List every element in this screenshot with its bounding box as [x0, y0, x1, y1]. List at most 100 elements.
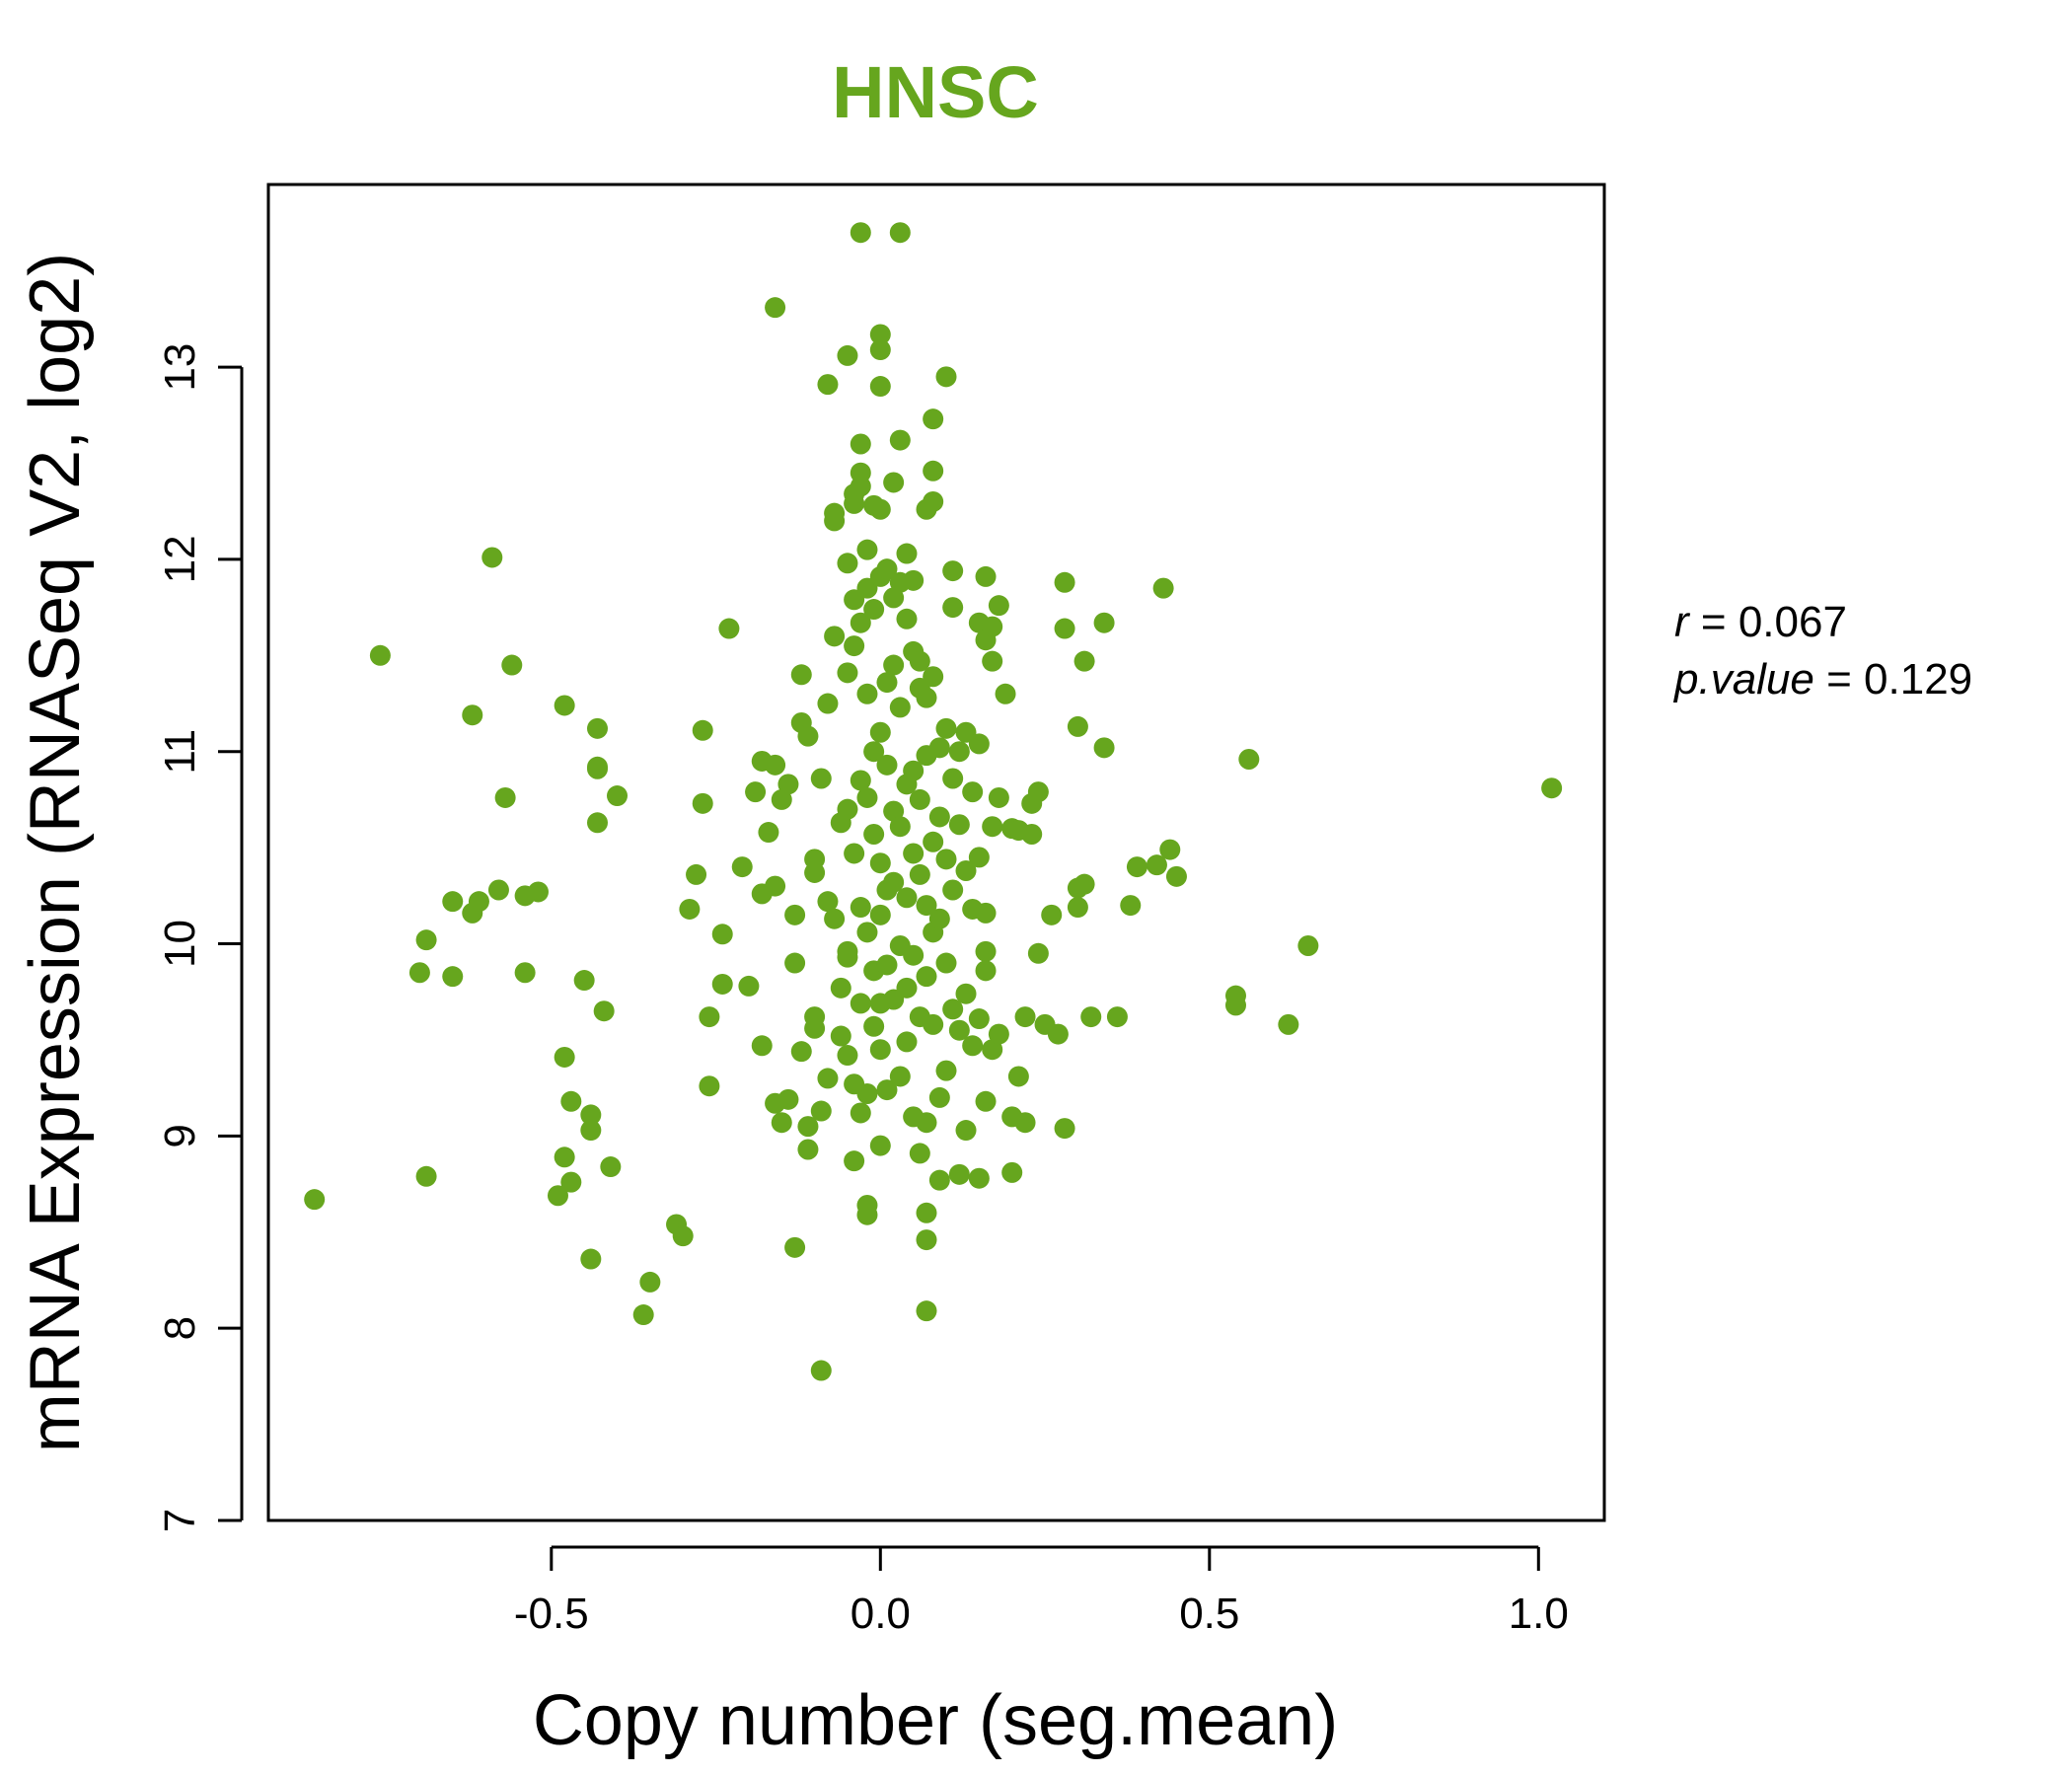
- y-tick-label: 11: [156, 729, 204, 775]
- r-stat: r = 0.067: [1674, 598, 1847, 646]
- data-point: [856, 922, 878, 943]
- data-point: [863, 823, 885, 845]
- data-point: [462, 704, 483, 726]
- data-point: [869, 498, 891, 520]
- x-tick-label: -0.5: [514, 1590, 589, 1638]
- y-tick-label: 12: [156, 535, 204, 583]
- data-point: [408, 962, 430, 984]
- x-tick-label: 1.0: [1509, 1590, 1569, 1638]
- data-point: [889, 1066, 911, 1087]
- data-point: [942, 560, 964, 582]
- data-point: [1067, 897, 1088, 919]
- data-point: [948, 741, 970, 763]
- data-point: [889, 697, 911, 718]
- data-point: [586, 812, 608, 834]
- data-point: [883, 654, 905, 676]
- data-point: [1027, 781, 1049, 803]
- data-point: [876, 954, 898, 976]
- data-point: [837, 798, 858, 820]
- y-tick-label: 13: [156, 343, 204, 392]
- data-point: [869, 376, 891, 398]
- data-point: [593, 1000, 615, 1022]
- data-point: [1014, 1112, 1036, 1134]
- data-point: [850, 433, 871, 455]
- data-point: [988, 786, 1009, 808]
- data-point: [790, 664, 812, 686]
- data-point: [923, 460, 944, 481]
- y-axis-title: mRNA Expression (RNASeq V2, log2): [16, 253, 95, 1452]
- data-point: [869, 721, 891, 743]
- data-point: [935, 849, 957, 870]
- data-point: [784, 1236, 806, 1258]
- data-point: [560, 1171, 582, 1193]
- x-tick-label: 0.5: [1179, 1590, 1239, 1638]
- chart-title: HNSC: [832, 51, 1039, 133]
- x-axis: -0.5 0.0 0.5 1.0: [514, 1545, 1569, 1638]
- data-point: [869, 904, 891, 925]
- data-point: [824, 626, 846, 647]
- data-point: [968, 1167, 990, 1189]
- data-point: [1054, 571, 1075, 593]
- data-point: [850, 1102, 871, 1124]
- data-point: [863, 741, 885, 763]
- data-point: [903, 760, 925, 781]
- data-point: [995, 683, 1016, 704]
- data-point: [554, 1147, 575, 1168]
- data-point: [699, 1006, 720, 1028]
- data-point: [797, 1116, 819, 1138]
- data-point: [745, 781, 767, 803]
- data-point: [975, 1090, 997, 1112]
- data-point: [896, 608, 918, 629]
- data-point: [580, 1104, 602, 1126]
- data-point: [942, 879, 964, 901]
- data-point: [982, 650, 1003, 672]
- data-point: [916, 966, 937, 988]
- data-point: [824, 510, 846, 532]
- data-point: [804, 1006, 826, 1028]
- data-point: [968, 733, 990, 755]
- data-point: [790, 1041, 812, 1063]
- data-point: [955, 983, 977, 1004]
- data-point: [850, 897, 871, 919]
- data-point: [501, 654, 523, 676]
- data-point: [889, 222, 911, 244]
- data-point: [711, 924, 733, 945]
- data-point: [856, 1082, 878, 1104]
- data-point: [850, 993, 871, 1014]
- data-point: [751, 1035, 773, 1057]
- data-point: [1047, 1023, 1069, 1045]
- data-point: [876, 1079, 898, 1101]
- p-stat: p.value = 0.129: [1672, 655, 1972, 703]
- r-value: 0.067: [1739, 598, 1847, 646]
- data-point: [896, 977, 918, 999]
- data-point: [824, 908, 846, 929]
- x-tick-label: 0.0: [851, 1590, 911, 1638]
- data-point: [923, 666, 944, 688]
- data-point: [830, 1025, 851, 1047]
- correlation-stats: r = 0.067 p.value = 0.129: [1672, 598, 1972, 703]
- data-point: [896, 543, 918, 564]
- data-point: [771, 1112, 792, 1134]
- data-point: [928, 806, 950, 828]
- x-axis-title: Copy number (seg.mean): [533, 1681, 1338, 1760]
- data-point: [975, 940, 997, 962]
- data-point: [1126, 856, 1147, 878]
- data-point: [988, 1023, 1009, 1045]
- data-point: [1073, 873, 1095, 895]
- data-point: [679, 898, 701, 920]
- data-point: [718, 618, 740, 639]
- data-point: [903, 569, 925, 591]
- data-point: [560, 1090, 582, 1112]
- data-point: [923, 831, 944, 852]
- data-point: [876, 672, 898, 694]
- data-point: [765, 754, 786, 776]
- data-point: [817, 374, 839, 396]
- data-point: [1152, 577, 1174, 599]
- data-point: [692, 719, 713, 741]
- data-point: [1278, 1013, 1299, 1035]
- data-point: [844, 492, 865, 514]
- data-point: [1073, 650, 1095, 672]
- data-point: [765, 875, 786, 897]
- data-point: [942, 768, 964, 789]
